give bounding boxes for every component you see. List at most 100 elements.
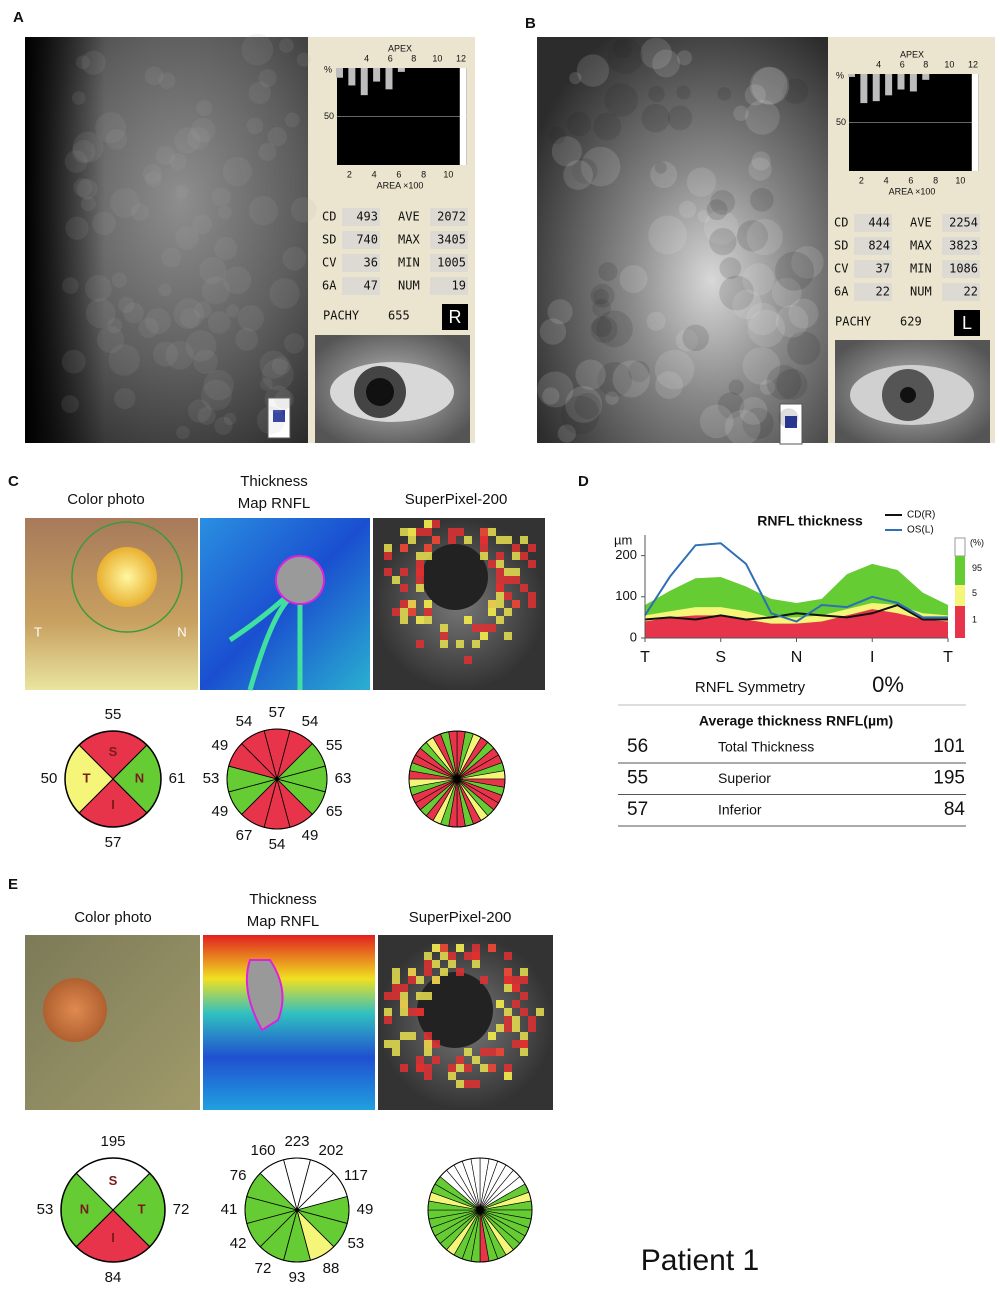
- line: [644, 603, 948, 621]
- stat-value: 740: [356, 233, 378, 247]
- stat-label: MAX: [910, 239, 932, 253]
- disc-mask: [275, 555, 325, 605]
- superpixel: [432, 536, 440, 544]
- superpixel: [400, 568, 408, 576]
- superpixel: [496, 568, 504, 576]
- texture: [604, 83, 638, 117]
- texture: [655, 371, 683, 399]
- stat-value: 1005: [437, 256, 466, 270]
- texture: [190, 117, 216, 143]
- superpixel: [456, 528, 464, 536]
- superpixel: [424, 616, 432, 624]
- texture: [590, 315, 618, 343]
- value-box: [854, 283, 892, 301]
- texture: [187, 126, 210, 150]
- superpixel: [416, 616, 424, 624]
- superpixel: [424, 520, 432, 528]
- superpixel: [512, 984, 520, 992]
- texture: [745, 99, 780, 135]
- superpixel: [464, 536, 472, 544]
- texture: [175, 226, 199, 250]
- texture: [62, 277, 79, 294]
- superpixel: [432, 520, 440, 528]
- texture: [787, 331, 821, 365]
- texture: [736, 220, 769, 252]
- texture: [612, 39, 632, 59]
- x-tick-label: 4: [364, 53, 369, 63]
- heading: Thickness: [249, 891, 317, 908]
- heading: Color photo: [67, 491, 145, 508]
- texture: [776, 368, 808, 400]
- bar: [909, 74, 917, 92]
- texture: [746, 302, 779, 336]
- scale-tick-label: 1: [972, 614, 977, 624]
- texture: [226, 304, 240, 318]
- texture: [174, 127, 201, 154]
- superpixel: [456, 1064, 464, 1072]
- texture: [267, 126, 288, 147]
- panel-label: C: [8, 473, 19, 490]
- stat-value: 1086: [949, 262, 978, 276]
- x-tick-label: 6: [908, 175, 913, 185]
- line: [644, 542, 948, 623]
- eye-letter: L: [962, 313, 972, 333]
- x-tick-label: S: [715, 649, 726, 666]
- value-box: [854, 214, 892, 232]
- photo-label: T: [34, 624, 42, 639]
- superpixel: [464, 1048, 472, 1056]
- texture: [152, 341, 179, 367]
- bar: [348, 68, 356, 86]
- bar: [885, 74, 893, 96]
- texture: [654, 349, 695, 390]
- superpixel: [504, 1024, 512, 1032]
- clock-value: 53: [348, 1235, 365, 1252]
- superpixel: [520, 992, 528, 1000]
- texture: [597, 362, 633, 397]
- texture: [130, 203, 149, 222]
- scale-segment: [955, 556, 965, 585]
- stat-value: 19: [452, 279, 466, 293]
- stat-label: MIN: [398, 256, 420, 270]
- heading: Map RNFL: [238, 495, 311, 512]
- superpixel: [456, 1056, 464, 1064]
- quadrant-label: I: [111, 797, 115, 812]
- x-tick-label: 10: [944, 59, 954, 69]
- texture: [710, 190, 735, 215]
- texture: [284, 112, 300, 128]
- texture: [598, 262, 618, 282]
- texture: [749, 187, 774, 212]
- nav-icon-center: [273, 410, 285, 422]
- chart-title: RNFL thickness: [757, 513, 863, 529]
- texture: [775, 304, 809, 338]
- texture: [201, 276, 230, 305]
- clock-value: 223: [284, 1133, 309, 1150]
- x-axis-label: AREA ×100: [889, 186, 936, 196]
- stat-value: 22: [964, 285, 978, 299]
- superpixel: [504, 1072, 512, 1080]
- texture: [142, 164, 163, 184]
- texture: [180, 308, 200, 329]
- quadrant-value: 55: [105, 706, 122, 723]
- stat-label: NUM: [910, 285, 932, 299]
- superpixel: [512, 1024, 520, 1032]
- texture: [71, 91, 86, 105]
- value-box: [942, 237, 980, 255]
- value-box: [430, 208, 468, 226]
- heading: SuperPixel-200: [405, 491, 508, 508]
- superpixel: [440, 640, 448, 648]
- texture: [246, 117, 264, 135]
- texture: [565, 386, 602, 423]
- bar: [385, 68, 393, 90]
- x-tick-label: 2: [859, 175, 864, 185]
- x-tick-label: 12: [968, 59, 978, 69]
- scale-tick-label: 5: [972, 588, 977, 598]
- texture: [676, 85, 691, 100]
- texture: [654, 161, 667, 174]
- texture: [542, 387, 560, 405]
- clock-value: 54: [302, 713, 319, 730]
- texture: [123, 302, 144, 324]
- superpixel: [392, 976, 400, 984]
- superpixel: [496, 600, 504, 608]
- superpixel: [456, 968, 464, 976]
- texture: [678, 200, 697, 219]
